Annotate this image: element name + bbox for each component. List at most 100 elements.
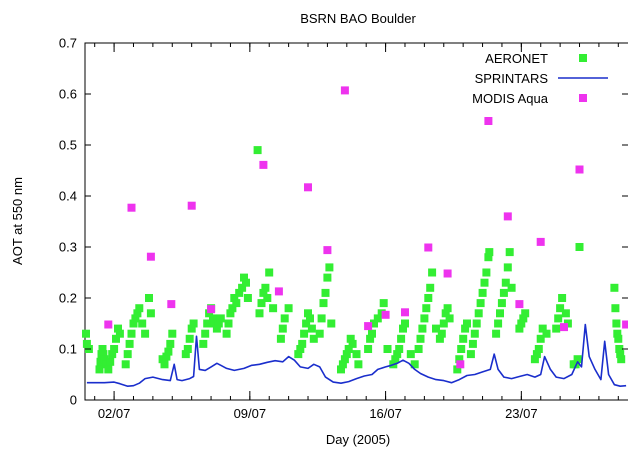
- y-tick-label: 0.4: [59, 189, 77, 204]
- data-point-aeronet: [435, 334, 444, 343]
- data-point-aeronet: [439, 319, 448, 328]
- data-point-aeronet: [424, 294, 433, 302]
- data-point-modis-aqua: [187, 201, 196, 210]
- data-point-aeronet: [129, 319, 138, 328]
- data-point-aeronet: [519, 314, 528, 323]
- data-point-aeronet: [205, 309, 214, 318]
- data-point-aeronet: [472, 319, 481, 328]
- data-point-aeronet: [346, 334, 355, 343]
- data-point-aeronet: [426, 283, 435, 292]
- data-point-aeronet: [554, 314, 563, 323]
- data-point-aeronet: [302, 319, 311, 328]
- data-point-aeronet: [199, 339, 208, 348]
- y-tick-label: 0.3: [59, 240, 77, 255]
- data-point-aeronet: [466, 350, 475, 359]
- series-modis-aqua: [104, 86, 628, 369]
- data-point-aeronet: [406, 350, 415, 359]
- data-point-aeronet: [181, 350, 190, 359]
- data-point-aeronet: [428, 268, 437, 277]
- data-point-modis-aqua: [622, 320, 628, 329]
- data-point-aeronet: [613, 329, 622, 338]
- data-point-modis-aqua: [340, 86, 349, 95]
- data-point-aeronet: [432, 324, 440, 333]
- data-point-aeronet: [243, 294, 252, 302]
- data-point-aeronet: [189, 319, 198, 328]
- data-point-aeronet: [364, 345, 373, 353]
- data-point-modis-aqua: [127, 203, 136, 212]
- data-point-modis-aqua: [515, 300, 524, 309]
- data-point-aeronet: [499, 288, 508, 297]
- data-point-aeronet: [338, 360, 347, 369]
- data-point-aeronet: [561, 309, 570, 318]
- data-point-aeronet: [497, 299, 506, 308]
- data-point-aeronet: [366, 334, 375, 343]
- data-point-aeronet: [614, 334, 623, 343]
- data-point-aeronet: [422, 304, 431, 313]
- data-point-modis-aqua: [364, 322, 373, 331]
- data-point-aeronet: [503, 263, 512, 272]
- data-point-aeronet: [368, 329, 376, 338]
- data-point-aeronet: [485, 248, 494, 257]
- data-point-aeronet: [354, 360, 363, 369]
- data-point-aeronet: [269, 304, 278, 313]
- data-point-aeronet: [319, 299, 328, 308]
- data-point-aeronet: [131, 314, 140, 323]
- legend-label-sprintars: SPRINTARS: [475, 71, 549, 86]
- y-tick-label: 0.2: [59, 291, 77, 306]
- data-point-modis-aqua: [484, 117, 493, 125]
- data-point-aeronet: [185, 334, 194, 343]
- data-point-aeronet: [501, 278, 510, 287]
- data-point-aeronet: [160, 360, 169, 369]
- data-point-aeronet: [399, 324, 407, 333]
- data-point-aeronet: [296, 345, 305, 353]
- series-sprintars: [86, 323, 627, 387]
- data-point-aeronet: [327, 319, 336, 328]
- data-point-aeronet: [115, 329, 124, 338]
- data-point-aeronet: [496, 309, 504, 318]
- data-point-modis-aqua: [536, 237, 545, 246]
- data-point-aeronet: [492, 329, 501, 338]
- y-tick-label: 0.7: [59, 36, 77, 51]
- x-tick-label: 02/07: [98, 406, 131, 421]
- data-point-aeronet: [352, 350, 361, 359]
- data-point-aeronet: [114, 324, 122, 333]
- data-point-aeronet: [228, 304, 237, 313]
- data-point-aeronet: [575, 243, 584, 251]
- data-point-aeronet: [183, 345, 192, 353]
- data-point-aeronet: [453, 365, 462, 374]
- legend: AERONET SPRINTARS MODIS Aqua: [472, 51, 608, 106]
- data-point-modis-aqua: [104, 320, 113, 329]
- data-point-aeronet: [612, 319, 621, 328]
- data-point-modis-aqua: [207, 305, 216, 314]
- data-point-aeronet: [534, 345, 543, 353]
- data-point-aeronet: [401, 319, 409, 328]
- data-point-aeronet: [373, 314, 382, 323]
- data-point-aeronet: [304, 309, 312, 318]
- data-point-aeronet: [615, 345, 624, 353]
- data-point-aeronet: [521, 309, 530, 318]
- data-point-aeronet: [145, 294, 153, 302]
- data-point-aeronet: [224, 319, 233, 328]
- x-axis-label: Day (2005): [326, 432, 390, 447]
- data-point-aeronet: [214, 319, 223, 328]
- data-point-aeronet: [164, 347, 173, 356]
- data-point-aeronet: [263, 294, 272, 302]
- data-point-aeronet: [480, 278, 489, 287]
- data-point-modis-aqua: [146, 252, 155, 261]
- data-point-aeronet: [82, 329, 90, 338]
- legend-label-aeronet: AERONET: [485, 51, 548, 66]
- data-point-aeronet: [222, 329, 231, 338]
- data-point-aeronet: [230, 294, 239, 302]
- data-point-aeronet: [573, 355, 582, 364]
- data-point-aeronet: [187, 324, 196, 333]
- data-point-aeronet: [127, 329, 136, 338]
- data-point-aeronet: [536, 334, 545, 343]
- data-point-aeronet: [482, 268, 491, 277]
- plot-frame: [84, 42, 628, 401]
- data-point-aeronet: [616, 350, 625, 359]
- data-point-aeronet: [397, 334, 406, 343]
- data-point-modis-aqua: [443, 269, 452, 278]
- data-point-aeronet: [201, 329, 210, 338]
- data-point-aeronet: [255, 309, 264, 318]
- data-point-modis-aqua: [274, 287, 283, 296]
